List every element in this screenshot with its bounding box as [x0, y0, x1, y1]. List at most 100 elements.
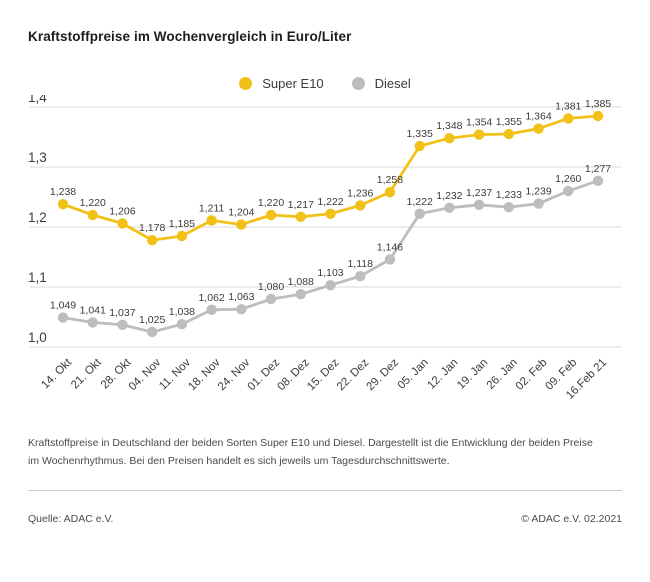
point-label-super-e10: 1,385 — [585, 98, 611, 110]
point-super-e10 — [146, 235, 158, 246]
point-super-e10 — [87, 209, 98, 221]
point-super-e10 — [473, 129, 485, 140]
point-label-super-e10: 1,222 — [317, 196, 343, 208]
point-super-e10 — [592, 110, 604, 122]
x-axis-tick-label: 29. Dez — [365, 356, 402, 393]
point-super-e10 — [533, 123, 544, 134]
point-diesel — [473, 199, 485, 210]
point-diesel — [563, 185, 574, 197]
point-super-e10 — [444, 133, 455, 144]
point-label-diesel: 1,118 — [347, 258, 373, 270]
point-super-e10 — [384, 187, 396, 198]
point-super-e10 — [57, 199, 69, 210]
point-label-diesel: 1,062 — [198, 292, 224, 304]
x-axis-tick-label: 22. Dez — [335, 356, 372, 393]
y-axis-tick-label: 1,0 — [28, 330, 47, 345]
y-axis-tick-label: 1,3 — [28, 150, 47, 165]
point-label-super-e10: 1,258 — [377, 174, 403, 186]
point-label-super-e10: 1,220 — [80, 197, 106, 209]
point-super-e10 — [117, 218, 128, 229]
point-label-diesel: 1,049 — [50, 300, 76, 312]
x-axis-tick-label: 02. Feb — [514, 357, 550, 393]
point-label-diesel: 1,232 — [436, 190, 462, 202]
point-diesel — [206, 304, 217, 315]
chart-description: Kraftstoffpreise in Deutschland der beid… — [28, 437, 593, 467]
point-super-e10 — [355, 200, 366, 211]
point-label-diesel: 1,233 — [496, 189, 522, 201]
point-label-diesel: 1,237 — [466, 187, 492, 199]
point-diesel — [87, 317, 98, 328]
x-axis-tick-label: 15. Dez — [305, 356, 342, 393]
point-label-super-e10: 1,348 — [436, 120, 462, 132]
footer: Quelle: ADAC e.V. © ADAC e.V. 02.2021 — [28, 513, 622, 525]
point-label-diesel: 1,146 — [377, 241, 403, 253]
point-super-e10 — [503, 128, 515, 140]
point-super-e10 — [563, 113, 574, 124]
legend-diesel-dot-icon — [351, 77, 365, 90]
point-label-super-e10: 1,185 — [169, 218, 195, 230]
point-label-super-e10: 1,206 — [109, 205, 135, 217]
y-axis-tick-label: 1,1 — [28, 270, 47, 285]
point-diesel — [355, 271, 366, 282]
point-label-diesel: 1,239 — [525, 186, 551, 198]
point-label-super-e10: 1,220 — [258, 197, 284, 209]
point-label-diesel: 1,260 — [555, 173, 581, 185]
legend-super-e10-dot-icon — [239, 77, 253, 90]
x-axis-tick-label: 05. Jan — [396, 357, 431, 392]
point-label-diesel: 1,277 — [585, 163, 611, 175]
point-diesel — [146, 326, 158, 338]
point-label-diesel: 1,038 — [169, 306, 195, 318]
legend-super-e10-label: Super E10 — [262, 76, 324, 91]
point-super-e10 — [236, 219, 247, 230]
point-diesel — [503, 202, 515, 213]
point-diesel — [325, 280, 336, 291]
point-diesel — [176, 319, 188, 330]
point-diesel — [414, 208, 425, 219]
x-axis-tick-label: 04. Nov — [127, 356, 164, 393]
point-label-diesel: 1,063 — [228, 291, 254, 303]
point-diesel — [533, 198, 544, 209]
point-diesel — [384, 254, 396, 265]
point-super-e10 — [325, 208, 336, 219]
point-diesel — [236, 304, 247, 315]
y-axis-tick-label: 1,4 — [28, 95, 47, 105]
point-label-diesel: 1,080 — [258, 281, 284, 293]
point-label-diesel: 1,088 — [288, 276, 314, 288]
point-super-e10 — [265, 209, 277, 221]
x-axis-tick-label: 12. Jan — [425, 357, 460, 392]
point-label-diesel: 1,103 — [317, 267, 343, 279]
point-super-e10 — [206, 215, 217, 226]
chart-title: Kraftstoffpreise im Wochenvergleich in E… — [28, 29, 352, 44]
point-label-super-e10: 1,236 — [347, 187, 373, 199]
x-axis-tick-label: 08. Dez — [275, 356, 312, 393]
point-label-diesel: 1,025 — [139, 314, 165, 326]
point-label-super-e10: 1,211 — [199, 202, 225, 214]
x-axis-tick-label: 14. Okt — [39, 356, 74, 391]
point-label-super-e10: 1,381 — [555, 100, 581, 112]
point-super-e10 — [414, 140, 425, 152]
point-diesel — [57, 312, 69, 323]
x-axis-tick-label: 01. Dez — [246, 356, 283, 393]
legend-diesel-label: Diesel — [374, 76, 411, 91]
point-super-e10 — [295, 211, 306, 222]
point-diesel — [265, 293, 277, 305]
point-label-diesel: 1,037 — [109, 307, 135, 319]
source-label: Quelle: ADAC e.V. — [28, 513, 114, 525]
point-label-super-e10: 1,354 — [466, 117, 492, 129]
point-label-super-e10: 1,178 — [139, 222, 165, 234]
chart-legend: Super E10 Diesel — [0, 76, 650, 91]
point-label-super-e10: 1,364 — [525, 111, 551, 123]
point-diesel — [444, 202, 455, 213]
point-label-diesel: 1,041 — [80, 304, 106, 316]
point-label-diesel: 1,222 — [407, 196, 433, 208]
point-super-e10 — [176, 230, 188, 242]
point-diesel — [117, 319, 128, 330]
point-label-super-e10: 1,238 — [50, 186, 76, 198]
x-axis-tick-label: 19. Jan — [455, 357, 490, 392]
x-axis-tick-label: 21. Okt — [69, 356, 104, 391]
point-diesel — [592, 175, 604, 186]
point-label-super-e10: 1,204 — [228, 207, 254, 219]
footer-divider — [28, 490, 622, 491]
